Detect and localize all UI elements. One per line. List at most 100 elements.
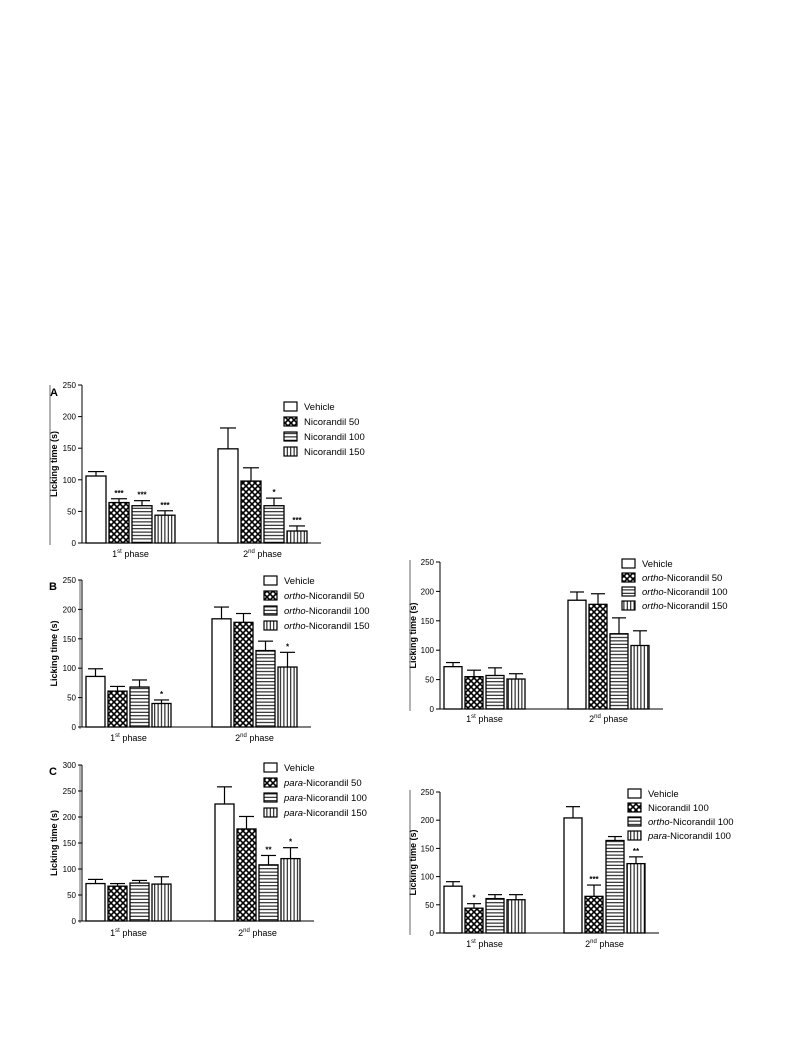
y-tick-label: 200 bbox=[421, 816, 435, 825]
y-axis-label: Licking time (s) bbox=[49, 620, 59, 686]
panel-label: B bbox=[49, 581, 57, 593]
y-tick-label: 150 bbox=[63, 635, 77, 644]
bar bbox=[108, 501, 130, 544]
legend-swatch bbox=[627, 830, 642, 841]
legend-swatch bbox=[627, 788, 642, 799]
y-tick-label: 150 bbox=[63, 839, 77, 848]
significance-label: ** bbox=[265, 845, 272, 854]
legend: Vehicle Nicorandil 50 Nicorandil 100 Nicora… bbox=[283, 401, 365, 458]
legend-swatch bbox=[263, 590, 278, 601]
x-tick-label: 2nd phase bbox=[243, 549, 282, 559]
x-tick-label: 1st phase bbox=[466, 714, 503, 724]
significance-label: * bbox=[272, 488, 276, 497]
bar bbox=[506, 678, 526, 710]
y-tick-label: 50 bbox=[425, 901, 434, 910]
legend: Vehicle para-Nicorandil 50 para-Nicorandil… bbox=[263, 762, 367, 819]
chart-panel-3: 0 50 100 150 200 250 Licking time (s) 1st phase… bbox=[408, 558, 728, 724]
bar bbox=[626, 862, 646, 934]
y-tick-label: 50 bbox=[67, 507, 76, 516]
y-tick-label: 0 bbox=[430, 929, 435, 938]
legend-entry: ortho-Nicorandil 100 bbox=[648, 817, 734, 828]
bar bbox=[258, 864, 279, 922]
bar bbox=[211, 618, 232, 728]
bar bbox=[154, 514, 176, 544]
chart-panel-2: 0 50 100 150 200 250 Licking time (s) B * * 1st ph… bbox=[49, 575, 370, 743]
legend-swatch bbox=[621, 600, 636, 611]
significance-label: *** bbox=[292, 516, 302, 525]
legend-swatch bbox=[621, 586, 636, 597]
y-tick-label: 100 bbox=[63, 664, 77, 673]
bar bbox=[443, 885, 463, 934]
significance-label: *** bbox=[137, 491, 147, 500]
significance-label: ** bbox=[633, 847, 640, 856]
bar bbox=[506, 899, 526, 934]
panel-label: A bbox=[50, 387, 58, 399]
y-tick-label: 0 bbox=[430, 705, 435, 714]
legend-entry: ortho-Nicorandil 100 bbox=[642, 587, 728, 598]
legend-swatch bbox=[263, 777, 278, 788]
legend-swatch bbox=[627, 816, 642, 827]
bar bbox=[563, 817, 583, 934]
bar bbox=[485, 897, 505, 934]
legend: Vehicle ortho-Nicorandil 50 ortho-Nicorand… bbox=[263, 575, 370, 632]
significance-label: *** bbox=[114, 489, 124, 498]
bar bbox=[151, 883, 172, 922]
legend: Vehicle ortho-Nicorandil 50 ortho-Nicorand… bbox=[621, 558, 728, 612]
legend-entry: para-Nicorandil 100 bbox=[647, 831, 731, 842]
bar bbox=[277, 666, 298, 728]
legend-entry: Nicorandil 100 bbox=[304, 432, 365, 443]
legend-swatch bbox=[283, 431, 298, 442]
bar bbox=[464, 676, 484, 710]
legend-swatch bbox=[263, 807, 278, 818]
legend-entry: para-Nicorandil 100 bbox=[283, 793, 367, 804]
legend-swatch bbox=[283, 416, 298, 427]
x-tick-label: 1st phase bbox=[110, 928, 147, 938]
significance-label: * bbox=[286, 642, 290, 651]
y-tick-label: 200 bbox=[63, 813, 77, 822]
significance-label: * bbox=[289, 838, 293, 847]
y-axis-label: Licking time (s) bbox=[408, 829, 418, 895]
x-tick-label: 1st phase bbox=[110, 733, 147, 743]
legend-swatch bbox=[263, 762, 278, 773]
x-tick-label: 2nd phase bbox=[585, 939, 624, 949]
bar bbox=[107, 885, 128, 922]
legend-entry: Nicorandil 150 bbox=[304, 447, 365, 458]
bar bbox=[567, 599, 587, 710]
bar bbox=[233, 621, 254, 728]
y-tick-label: 50 bbox=[67, 891, 76, 900]
y-tick-label: 100 bbox=[63, 476, 77, 485]
bar bbox=[129, 882, 150, 922]
y-tick-label: 250 bbox=[63, 381, 77, 390]
x-tick-label: 2nd phase bbox=[235, 733, 274, 743]
legend-entry: ortho-Nicorandil 100 bbox=[284, 606, 370, 617]
bar bbox=[85, 882, 106, 922]
bar bbox=[85, 475, 107, 544]
significance-label: * bbox=[472, 894, 476, 903]
y-tick-label: 150 bbox=[421, 844, 435, 853]
legend-entry: Nicorandil 50 bbox=[304, 417, 359, 428]
y-tick-label: 100 bbox=[421, 873, 435, 882]
bar bbox=[443, 666, 463, 710]
legend-swatch bbox=[627, 802, 642, 813]
legend-swatch bbox=[621, 558, 636, 569]
legend-entry: para-Nicorandil 150 bbox=[283, 808, 367, 819]
bar bbox=[240, 480, 262, 544]
y-tick-label: 100 bbox=[63, 865, 77, 874]
bar bbox=[255, 649, 276, 728]
y-tick-label: 200 bbox=[421, 587, 435, 596]
legend-entry: para-Nicorandil 50 bbox=[283, 778, 362, 789]
legend-entry: Vehicle bbox=[284, 763, 315, 774]
bar bbox=[214, 803, 235, 922]
legend-swatch bbox=[263, 605, 278, 616]
y-tick-label: 0 bbox=[72, 723, 77, 732]
y-tick-label: 150 bbox=[421, 617, 435, 626]
y-axis-label: Licking time (s) bbox=[49, 431, 59, 497]
bar bbox=[464, 907, 484, 934]
bar bbox=[85, 675, 106, 728]
y-tick-label: 0 bbox=[72, 539, 77, 548]
bar bbox=[286, 530, 308, 544]
y-tick-label: 250 bbox=[421, 558, 435, 567]
legend-swatch bbox=[283, 446, 298, 457]
